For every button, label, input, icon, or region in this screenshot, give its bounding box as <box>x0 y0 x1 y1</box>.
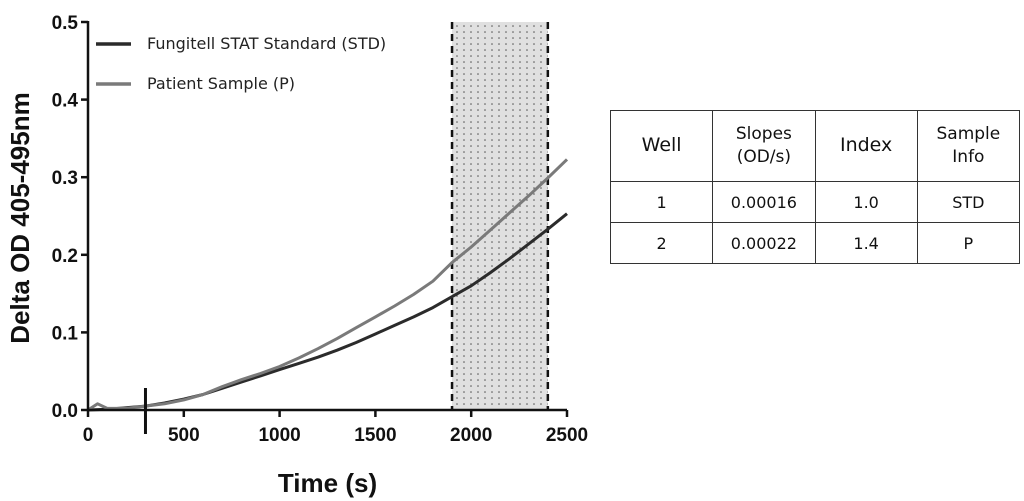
x-axis-title: Time (s) <box>278 468 377 498</box>
cell-well: 1 <box>609 181 714 223</box>
header-index: Index <box>814 110 918 182</box>
legend-label-2: Patient Sample (P) <box>147 74 295 93</box>
x-tick-label: 0 <box>83 425 94 446</box>
y-tick-label: 0.0 <box>52 401 78 422</box>
header-sample-info-line1: Sample <box>936 124 1001 145</box>
x-tick-label: 2000 <box>450 425 492 446</box>
x-tick-label: 1000 <box>258 425 300 446</box>
cell-slope: 0.00016 <box>712 181 816 223</box>
header-sample-info: Sample Info <box>916 110 1021 182</box>
series-line-2 <box>87 158 569 412</box>
cell-index: 1.4 <box>814 222 918 264</box>
cell-index: 1.0 <box>814 181 918 223</box>
cell-well: 2 <box>609 222 714 264</box>
header-sample-info-line2: Info <box>952 147 985 167</box>
y-axis-title: Delta OD 405-495nm <box>5 92 35 343</box>
header-well: Well <box>609 110 714 182</box>
cell-slope: 0.00022 <box>712 222 816 264</box>
y-tick-label: 0.5 <box>52 13 79 34</box>
header-slopes-line2: (OD/s) <box>736 147 792 167</box>
x-tick-label: 500 <box>168 425 200 446</box>
x-tick-label: 2500 <box>546 425 588 446</box>
y-tick-label: 0.1 <box>52 323 79 344</box>
y-tick-label: 0.2 <box>52 246 78 267</box>
legend-label-1: Fungitell STAT Standard (STD) <box>147 34 386 53</box>
cell-sample-info: P <box>916 222 1021 264</box>
header-slopes: Slopes (OD/s) <box>712 110 816 182</box>
x-tick-label: 1500 <box>354 425 396 446</box>
od-time-chart: 0.0 0.1 0.2 0.3 0.4 0.5 0 500 1000 1500 2000 2500 Ti… <box>5 13 588 498</box>
y-tick-label: 0.3 <box>52 168 78 189</box>
cell-sample-info: STD <box>916 181 1021 223</box>
table-header-row: Well Slopes (OD/s) Index Sample Info <box>609 110 1021 182</box>
slopes-table: Well Slopes (OD/s) Index Sample Info 1 0… <box>609 110 1021 264</box>
header-slopes-line1: Slopes <box>735 124 792 145</box>
y-tick-label: 0.4 <box>52 91 79 112</box>
read-window-shade <box>452 22 548 410</box>
table-row: 1 0.00016 1.0 STD <box>609 181 1021 223</box>
table-row: 2 0.00022 1.4 P <box>609 222 1021 264</box>
